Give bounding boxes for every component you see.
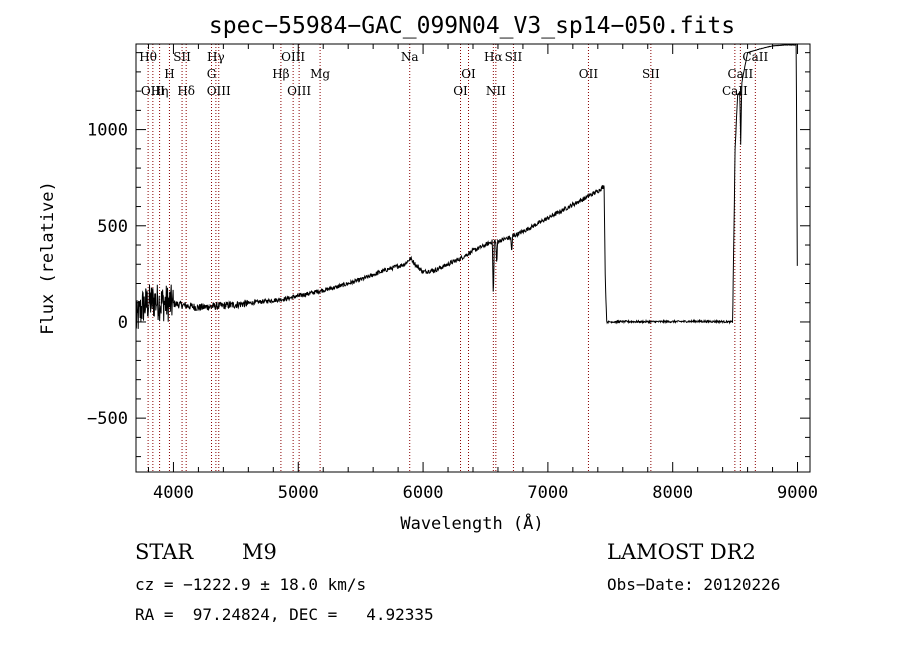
redshift-velocity: cz = −1222.9 ± 18.0 km/s (135, 575, 367, 594)
y-tick-label-2: 500 (97, 217, 128, 237)
spectral-line-markers: HθOIIIHηSIIHHδHγGOIIIOIIIHβOIIIMgNaOIOIH… (139, 44, 768, 472)
line-label-5: Hδ (177, 84, 195, 98)
y-axis: −500 0 500 1000 (87, 52, 810, 458)
x-axis: 4000 5000 6000 7000 8000 9000 (147, 44, 818, 503)
y-tick-label-3: 1000 (87, 121, 128, 141)
line-label-21: CaII (727, 67, 753, 81)
line-label-8: OIII (207, 84, 231, 98)
x-tick-label-1: 5000 (278, 483, 319, 503)
line-label-9: OIII (281, 50, 305, 64)
line-label-4: H (164, 67, 174, 81)
line-label-19: OII (579, 67, 599, 81)
y-axis-label: Flux (relative) (38, 181, 58, 335)
line-label-0: Hθ (139, 50, 157, 64)
line-label-22: CaII (742, 50, 768, 64)
x-tick-label-0: 4000 (153, 483, 194, 503)
line-label-18: NII (486, 84, 506, 98)
line-label-16: Hα (484, 50, 503, 64)
line-label-3: SII (173, 50, 191, 64)
line-label-2: Hη (151, 84, 169, 98)
spectrum-path (135, 43, 798, 329)
plot-frame (135, 43, 811, 473)
y-tick-label-1: 0 (118, 313, 128, 333)
line-label-12: Mg (310, 67, 330, 81)
line-label-15: OI (453, 84, 468, 98)
line-label-6: Hγ (207, 50, 225, 64)
line-label-17: SII (505, 50, 523, 64)
line-label-11: OIII (287, 84, 311, 98)
x-tick-label-5: 9000 (777, 483, 818, 503)
spectrum-trace (135, 43, 798, 329)
line-label-10: Hβ (272, 67, 289, 81)
line-label-20: SII (642, 67, 660, 81)
line-label-23: CaII (722, 84, 748, 98)
coordinates: RA = 97.24824, DEC = 4.92335 (135, 605, 434, 624)
y-tick-label-0: −500 (87, 409, 128, 429)
chart-title: spec−55984−GAC_099N04_V3_sp14−050.fits (209, 13, 735, 39)
x-tick-label-2: 6000 (403, 483, 444, 503)
x-tick-label-3: 7000 (527, 483, 568, 503)
line-label-14: OI (461, 67, 476, 81)
line-label-1: OIII (141, 84, 165, 98)
x-axis-label: Wavelength (Å) (400, 512, 543, 534)
observation-date: Obs−Date: 20120226 (607, 575, 781, 594)
object-class: STAR (135, 540, 194, 564)
object-subclass: M9 (242, 540, 277, 564)
line-label-13: Na (401, 50, 419, 64)
survey-name: LAMOST DR2 (607, 540, 756, 564)
line-label-7: G (207, 67, 217, 81)
x-tick-label-4: 8000 (652, 483, 693, 503)
